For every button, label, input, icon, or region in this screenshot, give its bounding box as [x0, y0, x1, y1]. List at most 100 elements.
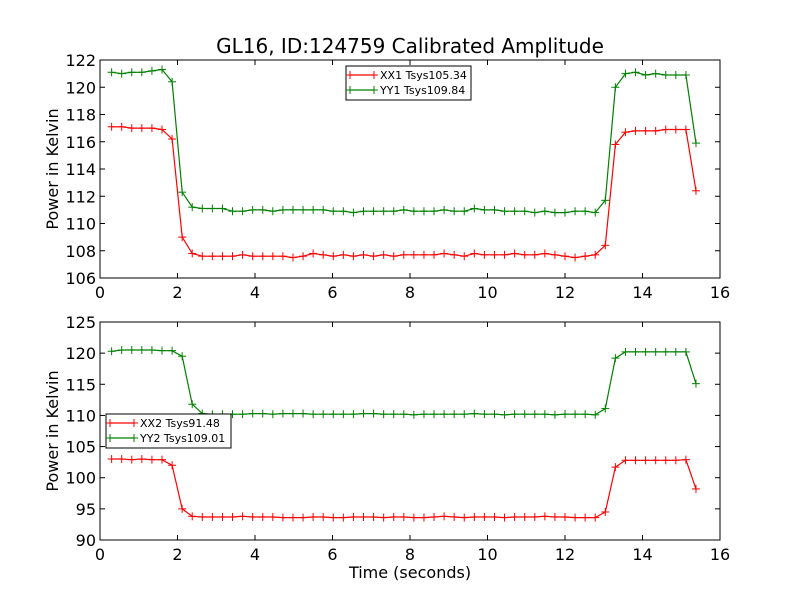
- data-point: [278, 409, 287, 418]
- data-point: [309, 512, 318, 521]
- data-point: [571, 207, 580, 216]
- x-tick-label: 0: [95, 283, 105, 302]
- data-point: [470, 512, 479, 521]
- data-point: [681, 125, 690, 134]
- data-point: [329, 410, 338, 419]
- data-point: [419, 207, 428, 216]
- x-tick-label: 6: [327, 545, 337, 564]
- data-point: [379, 410, 388, 419]
- data-point: [591, 513, 600, 522]
- data-point: [440, 249, 449, 258]
- data-point: [208, 204, 217, 213]
- x-tick-label: 14: [632, 545, 652, 564]
- data-point: [530, 410, 539, 419]
- data-point: [208, 512, 217, 521]
- data-point: [440, 205, 449, 214]
- data-point: [691, 139, 700, 148]
- data-point: [470, 409, 479, 418]
- data-point: [651, 126, 660, 135]
- data-point: [218, 204, 227, 213]
- data-point: [399, 205, 408, 214]
- data-point: [641, 456, 650, 465]
- data-point: [299, 513, 308, 522]
- legend-entry: YY1 Tsys109.84: [346, 84, 465, 97]
- y-tick-label: 122: [65, 51, 96, 70]
- data-point: [631, 456, 640, 465]
- data-point: [228, 207, 237, 216]
- data-point: [440, 410, 449, 419]
- data-point: [571, 253, 580, 262]
- data-point: [460, 252, 469, 261]
- data-point: [137, 124, 146, 133]
- data-point: [611, 140, 620, 149]
- data-point: [127, 68, 136, 77]
- data-point: [288, 253, 297, 262]
- x-tick-label: 10: [477, 545, 497, 564]
- data-point: [601, 404, 610, 413]
- data-point: [550, 250, 559, 259]
- x-tick-label: 12: [555, 545, 575, 564]
- data-point: [450, 207, 459, 216]
- data-point: [359, 250, 368, 259]
- data-point: [238, 410, 247, 419]
- legend-label: YY1 Tsys109.84: [379, 84, 465, 97]
- data-point: [319, 512, 328, 521]
- data-point: [278, 205, 287, 214]
- data-point: [168, 461, 177, 470]
- y-tick-label: 125: [65, 313, 96, 332]
- data-point: [278, 252, 287, 261]
- data-point: [450, 512, 459, 521]
- legend-label: XX1 Tsys105.34: [380, 69, 467, 82]
- data-point: [540, 410, 549, 419]
- x-tick-label: 12: [555, 283, 575, 302]
- data-point: [147, 346, 156, 355]
- data-point: [258, 252, 267, 261]
- legend-entry: XX2 Tsys91.48: [106, 417, 220, 430]
- data-point: [178, 352, 187, 361]
- data-point: [641, 126, 650, 135]
- data-point: [540, 512, 549, 521]
- legend-label: XX2 Tsys91.48: [140, 417, 220, 430]
- data-point: [409, 410, 418, 419]
- data-point: [188, 512, 197, 521]
- data-point: [268, 410, 277, 419]
- data-point: [581, 410, 590, 419]
- data-point: [168, 346, 177, 355]
- data-point: [530, 208, 539, 217]
- data-point: [349, 410, 358, 419]
- data-point: [329, 252, 338, 261]
- data-point: [561, 252, 569, 261]
- y-tick-label: 95: [76, 500, 96, 519]
- data-point: [107, 455, 116, 464]
- data-point: [188, 203, 197, 212]
- data-point: [591, 208, 600, 217]
- data-point: [198, 204, 207, 213]
- data-point: [188, 249, 197, 258]
- data-point: [319, 410, 328, 419]
- data-point: [550, 208, 559, 217]
- data-point: [168, 77, 177, 86]
- data-point: [178, 188, 187, 197]
- data-point: [349, 208, 358, 217]
- data-point: [389, 512, 398, 521]
- data-point: [137, 68, 146, 77]
- data-point: [268, 252, 277, 261]
- legend-entry: XX1 Tsys105.34: [346, 69, 467, 82]
- data-point: [430, 410, 439, 419]
- data-point: [681, 70, 690, 79]
- data-point: [621, 347, 630, 356]
- y-tick-label: 114: [65, 160, 96, 179]
- x-tick-label: 10: [477, 283, 497, 302]
- legend: XX2 Tsys91.48 YY2 Tsys109.01: [105, 413, 232, 449]
- data-point: [127, 346, 136, 355]
- data-point: [480, 512, 489, 521]
- data-point: [490, 205, 499, 214]
- data-point: [158, 455, 166, 464]
- data-point: [309, 249, 318, 258]
- data-point: [460, 207, 469, 216]
- data-point: [450, 410, 459, 419]
- x-tick-label: 16: [710, 545, 730, 564]
- data-point: [419, 410, 428, 419]
- data-point: [339, 207, 348, 216]
- data-point: [651, 347, 660, 356]
